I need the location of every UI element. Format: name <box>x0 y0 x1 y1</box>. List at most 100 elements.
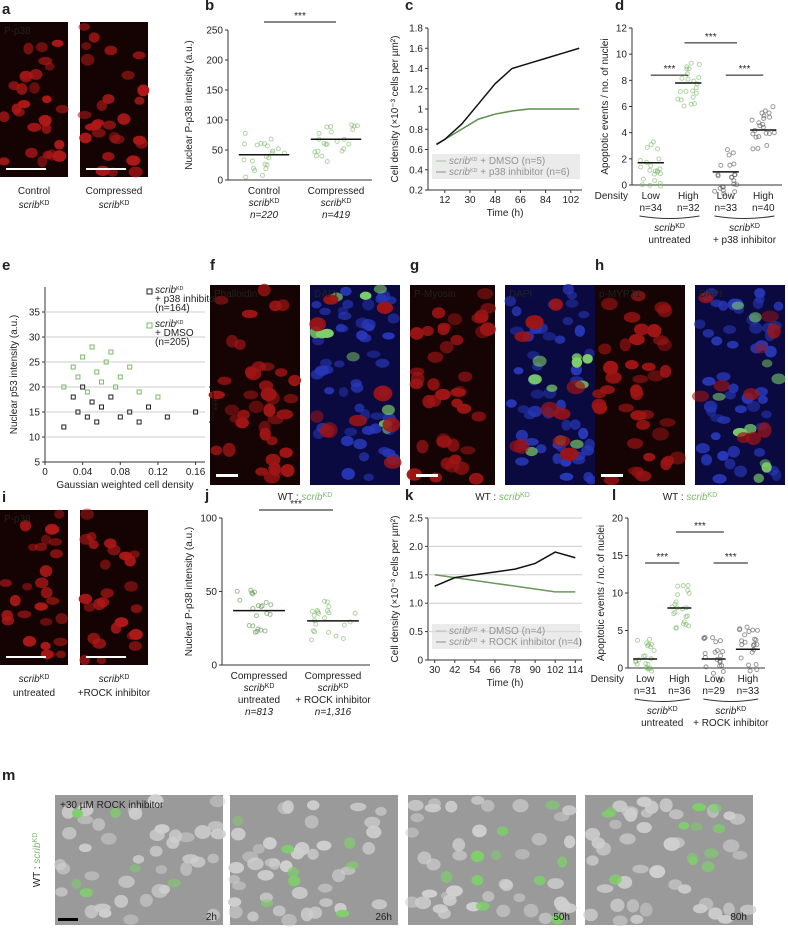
cell <box>668 809 684 820</box>
label: Compressed <box>305 671 362 682</box>
cell <box>102 120 117 130</box>
cell <box>124 581 138 592</box>
dot-decor <box>681 103 687 109</box>
cell <box>23 42 34 55</box>
cell <box>366 350 381 358</box>
point <box>117 374 123 380</box>
dot-decor <box>351 123 357 129</box>
cell <box>55 613 68 625</box>
point <box>94 419 100 425</box>
dot-decor <box>326 603 332 609</box>
y-tick-label: 0 <box>617 664 623 675</box>
cell <box>416 439 429 454</box>
point <box>193 409 199 415</box>
dot-decor <box>263 166 269 172</box>
y-tick-label: 1.6 <box>409 44 423 55</box>
cell <box>158 884 171 894</box>
cell <box>94 903 111 913</box>
y-tick-label: 1.5 <box>409 570 423 581</box>
sup: KD <box>339 683 349 690</box>
cell <box>746 431 762 446</box>
cell <box>96 656 107 665</box>
cell <box>619 338 631 352</box>
cell <box>228 874 240 884</box>
cell <box>551 913 564 925</box>
cell <box>456 403 472 414</box>
cell <box>39 618 53 626</box>
gene: scrib <box>155 319 177 330</box>
label: n=29 <box>702 686 725 697</box>
dot-decor <box>688 101 694 107</box>
cell <box>316 840 332 851</box>
x-tick-label: 102 <box>547 665 564 676</box>
cell <box>96 597 110 608</box>
dot-decor <box>720 677 726 683</box>
cell <box>540 401 559 418</box>
cell <box>570 439 584 449</box>
dot-decor <box>326 610 332 616</box>
point <box>108 394 114 400</box>
cell <box>471 795 485 805</box>
scale-bar <box>58 918 78 921</box>
cell <box>37 155 48 168</box>
cell <box>678 884 692 894</box>
cell <box>690 822 703 832</box>
dot-decor <box>684 613 690 619</box>
dot-decor <box>341 146 347 152</box>
dot-decor <box>253 613 259 619</box>
dot-decor <box>737 626 743 632</box>
cell <box>78 843 92 853</box>
pre: WT : <box>663 492 687 503</box>
cell <box>578 311 590 319</box>
cell <box>228 862 245 874</box>
cell <box>554 335 566 344</box>
x-tick-label: 12 <box>439 195 451 206</box>
panel-letter: d <box>615 0 624 14</box>
cell <box>757 395 768 404</box>
y-tick-label: 35 <box>29 308 41 319</box>
cell <box>601 297 618 311</box>
cell <box>52 150 67 162</box>
cell <box>87 632 101 644</box>
cell <box>640 808 653 818</box>
gene: scrib <box>19 674 41 685</box>
cell <box>712 824 726 834</box>
dot-decor <box>703 664 709 670</box>
cell <box>362 298 375 311</box>
dot-decor <box>685 76 691 82</box>
sup: KD <box>176 286 184 292</box>
significance: *** <box>290 499 302 510</box>
dot-decor <box>750 627 756 633</box>
gene: scrib <box>99 674 121 685</box>
panel-letter: l <box>612 487 616 504</box>
cell <box>447 313 463 326</box>
cell <box>331 869 346 883</box>
cell <box>652 427 669 441</box>
y-tick-label: 0.6 <box>409 145 423 156</box>
sup: KD <box>120 674 130 681</box>
cell <box>609 819 622 830</box>
cell <box>190 856 206 868</box>
cell <box>428 798 441 809</box>
dot-decor <box>270 148 276 154</box>
cell <box>437 908 451 920</box>
cell <box>56 862 71 875</box>
dot-decor <box>754 641 760 647</box>
cell <box>612 800 628 812</box>
dot-decor <box>316 130 322 136</box>
cell <box>427 378 440 391</box>
cell <box>19 70 33 83</box>
cell <box>102 151 115 161</box>
cell <box>571 357 583 368</box>
cell <box>288 374 301 387</box>
scale-bar <box>416 474 438 477</box>
cell <box>582 353 593 364</box>
point <box>84 414 90 420</box>
y-tick-label: 5 <box>617 626 623 637</box>
cell <box>603 360 619 375</box>
sup: KD <box>342 198 352 205</box>
cell <box>446 885 463 897</box>
dot-decor <box>732 189 738 195</box>
cell <box>132 854 145 864</box>
cell <box>334 360 345 368</box>
